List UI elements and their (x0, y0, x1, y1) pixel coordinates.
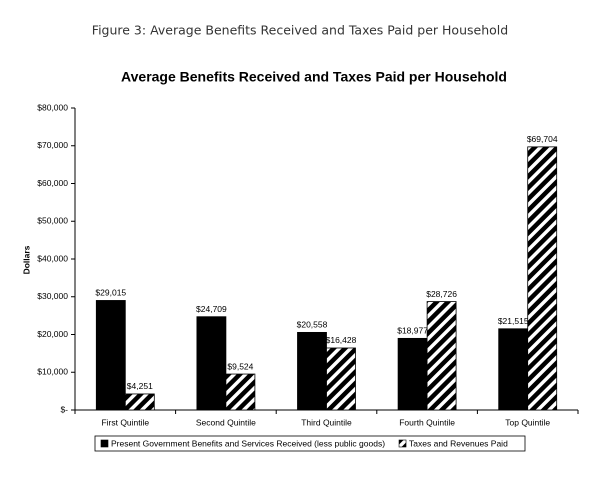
y-tick-label: $60,000 (37, 178, 68, 188)
data-label: $28,726 (426, 289, 457, 299)
legend-label: Present Government Benefits and Services… (111, 438, 385, 448)
legend-swatch (100, 439, 109, 448)
x-tick-label: Second Quintile (196, 417, 256, 427)
chart-title: Average Benefits Received and Taxes Paid… (121, 69, 507, 85)
data-label: $9,524 (227, 361, 253, 371)
data-label: $69,704 (527, 134, 558, 144)
data-label: $4,251 (127, 381, 153, 391)
y-tick-label: $80,000 (37, 102, 68, 112)
y-tick-label: $70,000 (37, 140, 68, 150)
y-axis-label: Dollars (21, 245, 31, 274)
bar (326, 347, 356, 411)
data-label: $24,709 (196, 304, 227, 314)
y-tick-label: $- (60, 404, 68, 414)
bar (196, 316, 227, 411)
data-label: $18,977 (397, 326, 428, 336)
x-tick-label: Third Quintile (301, 417, 352, 427)
y-tick-label: $20,000 (37, 329, 68, 339)
x-tick-label: Top Quintile (505, 417, 550, 427)
bar (225, 373, 256, 411)
y-tick-label: $10,000 (37, 367, 68, 377)
bar (95, 300, 126, 411)
bar (527, 146, 558, 411)
bar (397, 337, 428, 411)
bar (297, 331, 327, 411)
bar (124, 393, 155, 411)
legend-label: Taxes and Revenues Paid (409, 438, 508, 448)
y-tick-label: $30,000 (37, 291, 68, 301)
x-tick-label: First Quintile (101, 417, 149, 427)
y-tick-label: $40,000 (37, 253, 68, 263)
legend-swatch (398, 439, 407, 448)
data-label: $29,015 (95, 288, 126, 298)
bar (426, 301, 457, 411)
bar (498, 328, 529, 411)
data-label: $21,515 (498, 316, 529, 326)
data-label: $16,428 (326, 335, 357, 345)
y-tick-label: $50,000 (37, 216, 68, 226)
legend-box (94, 435, 526, 452)
x-tick-label: Fourth Quintile (399, 417, 455, 427)
figure-caption: Figure 3: Average Benefits Received and … (92, 23, 508, 38)
data-label: $20,558 (297, 320, 328, 330)
